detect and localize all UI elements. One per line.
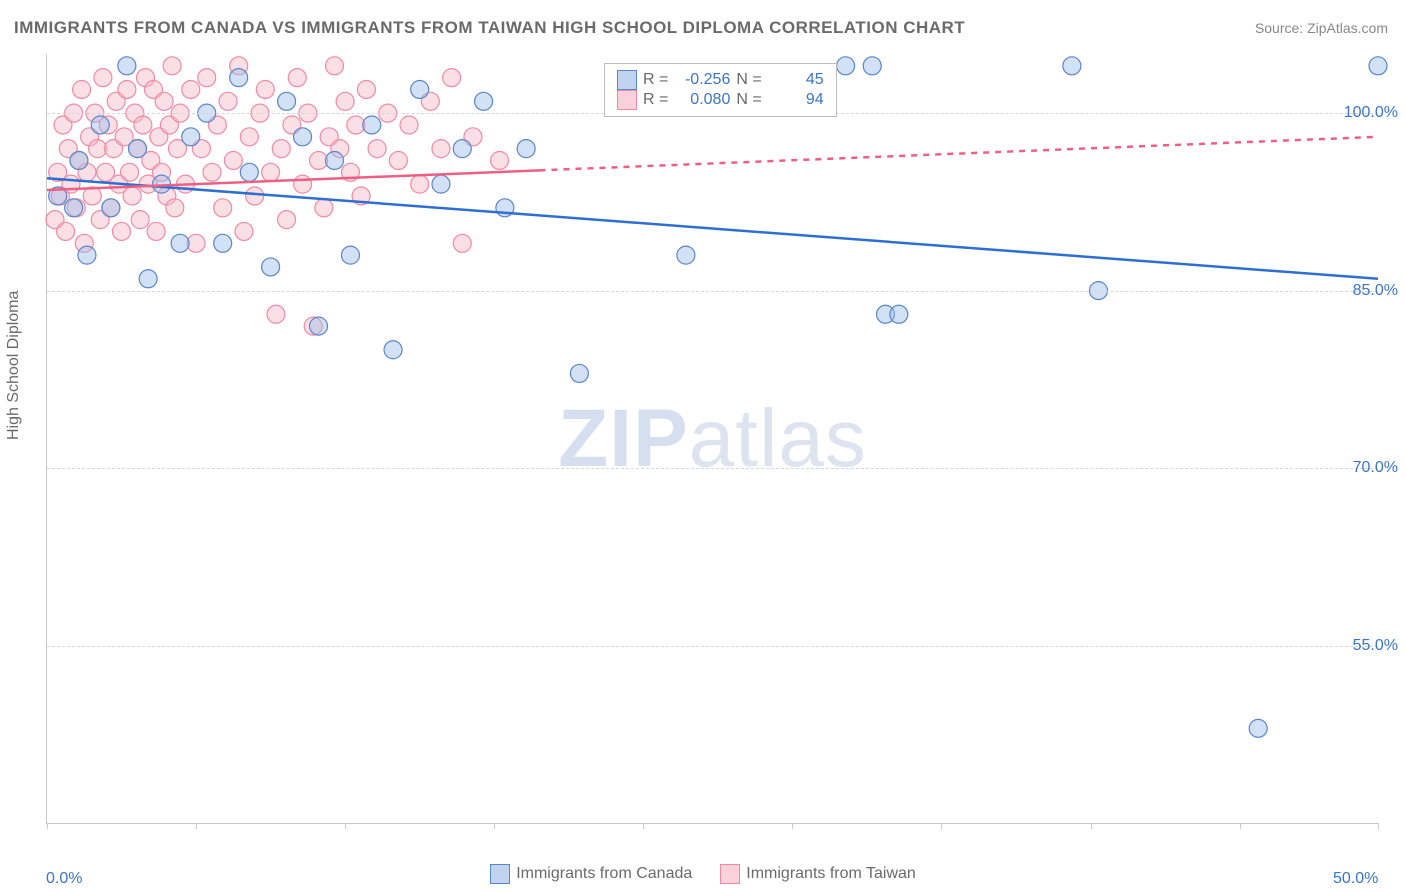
y-tick-85: 85.0% — [1353, 282, 1398, 300]
chart-svg — [47, 54, 1378, 823]
source-prefix: Source: — [1255, 20, 1307, 36]
stat-n-label-2: N = — [736, 91, 761, 109]
stat-r-label: R = — [643, 71, 668, 89]
legend-swatch-canada — [490, 864, 510, 884]
stat-swatch-canada — [617, 70, 637, 90]
legend-swatch-taiwan — [720, 864, 740, 884]
y-tick-55: 55.0% — [1353, 637, 1398, 655]
legend-item-canada: Immigrants from Canada — [490, 864, 692, 884]
stat-r-label-2: R = — [643, 91, 668, 109]
stat-row-canada: R = -0.256 N = 45 — [617, 70, 824, 90]
stat-n-taiwan: 94 — [768, 91, 824, 109]
legend-label-canada: Immigrants from Canada — [516, 865, 692, 882]
source-link[interactable]: ZipAtlas.com — [1307, 20, 1388, 36]
stat-row-taiwan: R = 0.080 N = 94 — [617, 90, 824, 110]
stat-box: R = -0.256 N = 45 R = 0.080 N = 94 — [604, 63, 837, 117]
chart-title: IMMIGRANTS FROM CANADA VS IMMIGRANTS FRO… — [14, 18, 965, 38]
stat-r-taiwan: 0.080 — [674, 91, 730, 109]
stat-n-canada: 45 — [768, 71, 824, 89]
stat-swatch-taiwan — [617, 90, 637, 110]
source-attribution: Source: ZipAtlas.com — [1255, 20, 1388, 36]
legend-label-taiwan: Immigrants from Taiwan — [746, 865, 916, 882]
stat-r-canada: -0.256 — [674, 71, 730, 89]
y-tick-70: 70.0% — [1353, 459, 1398, 477]
plot-area: ZIPatlas — [46, 54, 1378, 824]
bottom-legend: Immigrants from Canada Immigrants from T… — [0, 864, 1406, 884]
stat-n-label: N = — [736, 71, 761, 89]
y-tick-100: 100.0% — [1344, 104, 1398, 122]
y-axis-label: High School Diploma — [5, 291, 23, 440]
legend-item-taiwan: Immigrants from Taiwan — [720, 864, 916, 884]
